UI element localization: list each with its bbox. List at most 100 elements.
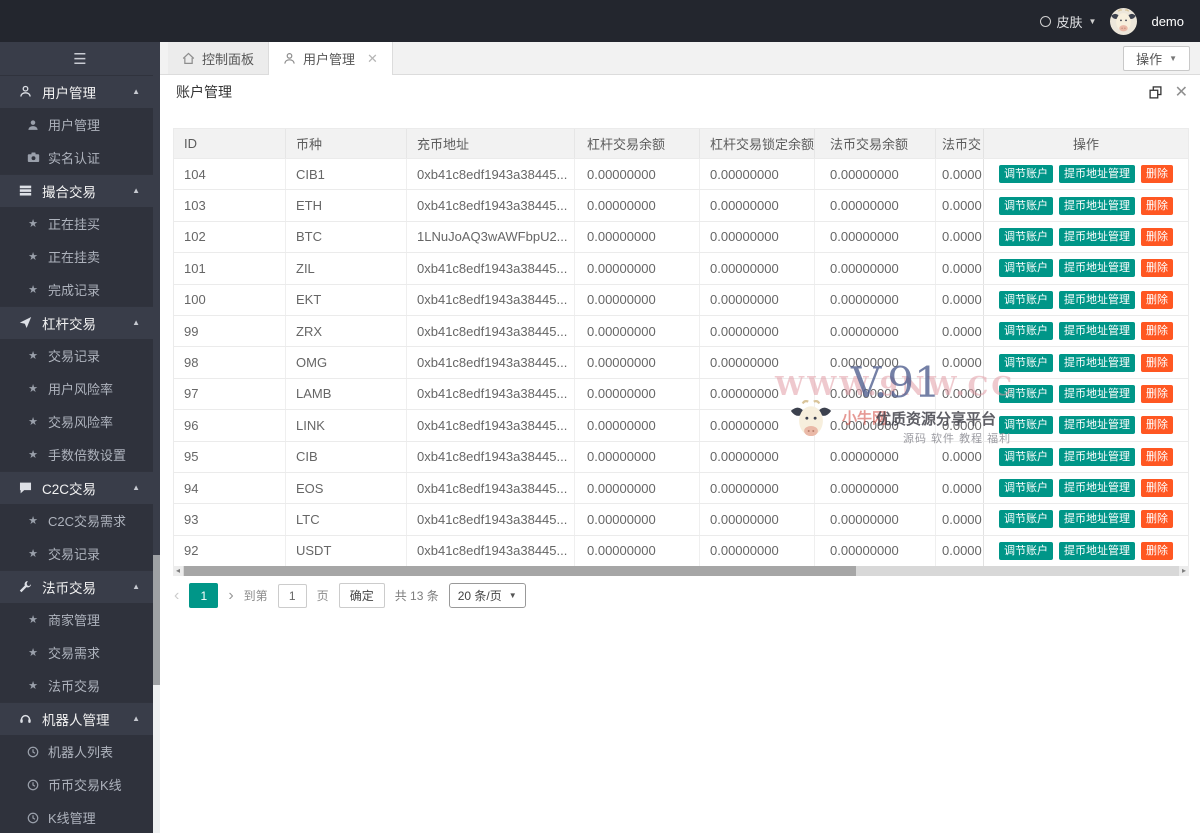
page-size-select[interactable]: 20 条/页 ▼ [448, 583, 526, 608]
withdraw-address-button[interactable]: 提币地址管理 [1059, 290, 1135, 309]
horizontal-scrollbar[interactable]: ◂ ▸ [173, 566, 1189, 576]
confirm-button[interactable]: 确定 [338, 583, 385, 608]
close-panel-icon[interactable]: ✕ [1174, 84, 1188, 101]
delete-button[interactable]: 删除 [1141, 322, 1173, 341]
withdraw-address-button[interactable]: 提币地址管理 [1059, 510, 1135, 529]
sidebar-item-label: 用户管理 [48, 118, 101, 133]
sidebar-item[interactable]: ★ 完成记录 [0, 273, 153, 306]
table-cell: ZRX [285, 315, 406, 347]
tab-用户管理[interactable]: 用户管理 ✕ [269, 42, 393, 75]
adjust-account-button[interactable]: 调节账户 [999, 416, 1053, 435]
adjust-account-button[interactable]: 调节账户 [999, 447, 1053, 466]
delete-button[interactable]: 删除 [1141, 196, 1173, 215]
page-input[interactable] [277, 583, 307, 608]
table-cell: 0.00000000 [574, 253, 699, 284]
sidebar-item[interactable]: ★ 交易需求 [0, 636, 153, 669]
adjust-account-button[interactable]: 调节账户 [999, 541, 1053, 560]
delete-button[interactable]: 删除 [1141, 541, 1173, 560]
table-cell: 0.00000000 [814, 253, 935, 284]
sidebar-scrollbar-thumb[interactable] [153, 555, 160, 685]
withdraw-address-button[interactable]: 提币地址管理 [1059, 541, 1135, 560]
sidebar-item[interactable]: 币币交易K线 [0, 768, 153, 801]
delete-button[interactable]: 删除 [1141, 353, 1173, 372]
avatar[interactable] [1110, 7, 1138, 35]
withdraw-address-button[interactable]: 提币地址管理 [1059, 259, 1135, 278]
delete-button[interactable]: 删除 [1141, 290, 1173, 309]
sidebar-item-label: K线管理 [48, 811, 96, 826]
withdraw-address-button[interactable]: 提币地址管理 [1059, 227, 1135, 246]
column-header: 杠杆交易余额 [574, 129, 699, 158]
delete-button[interactable]: 删除 [1141, 165, 1173, 184]
adjust-account-button[interactable]: 调节账户 [999, 165, 1053, 184]
adjust-account-button[interactable]: 调节账户 [999, 322, 1053, 341]
scroll-right-arrow[interactable]: ▸ [1179, 566, 1189, 576]
withdraw-address-button[interactable]: 提币地址管理 [1059, 165, 1135, 184]
tabuser-icon [283, 52, 296, 65]
sidebar-item[interactable]: K线管理 [0, 801, 153, 833]
withdraw-address-button[interactable]: 提币地址管理 [1059, 447, 1135, 466]
sidebar-section[interactable]: 杠杆交易 ▲ [0, 306, 153, 339]
sidebar-section[interactable]: C2C交易 ▲ [0, 471, 153, 504]
action-dropdown-button[interactable]: 操作 ▼ [1123, 46, 1190, 71]
adjust-account-button[interactable]: 调节账户 [999, 353, 1053, 372]
withdraw-address-button[interactable]: 提币地址管理 [1059, 384, 1135, 403]
tab-控制面板[interactable]: 控制面板 [168, 42, 270, 74]
withdraw-address-button[interactable]: 提币地址管理 [1059, 196, 1135, 215]
delete-button[interactable]: 删除 [1141, 479, 1173, 498]
sidebar-item[interactable]: ★ 商家管理 [0, 603, 153, 636]
sidebar-item[interactable]: ★ 交易风险率 [0, 405, 153, 438]
prev-page-button[interactable]: ‹ [174, 586, 180, 604]
adjust-account-button[interactable]: 调节账户 [999, 384, 1053, 403]
adjust-account-button[interactable]: 调节账户 [999, 196, 1053, 215]
column-header: 币种 [285, 129, 406, 158]
adjust-account-button[interactable]: 调节账户 [999, 259, 1053, 278]
withdraw-address-button[interactable]: 提币地址管理 [1059, 322, 1135, 341]
withdraw-address-button[interactable]: 提币地址管理 [1059, 353, 1135, 372]
sidebar-section[interactable]: 机器人管理 ▲ [0, 702, 153, 735]
table-cell: 0.0000 [935, 347, 983, 378]
sidebar-item[interactable]: 用户管理 [0, 108, 153, 141]
sidebar-scrollbar-track[interactable] [153, 555, 160, 833]
adjust-account-button[interactable]: 调节账户 [999, 227, 1053, 246]
sidebar-section[interactable]: 法币交易 ▲ [0, 570, 153, 603]
sidebar-item[interactable]: ★ 交易记录 [0, 537, 153, 570]
close-tab-icon[interactable]: ✕ [367, 50, 378, 66]
skin-switcher[interactable]: 皮肤 ▼ [1039, 12, 1096, 31]
table-cell: 0.00000000 [699, 190, 814, 221]
restore-window-icon[interactable] [1149, 85, 1162, 99]
scroll-thumb[interactable] [184, 566, 856, 576]
scroll-left-arrow[interactable]: ◂ [173, 566, 183, 576]
delete-button[interactable]: 删除 [1141, 510, 1173, 529]
sidebar-section[interactable]: 用户管理 ▲ [0, 75, 153, 108]
sidebar-item[interactable]: ★ 法币交易 [0, 669, 153, 702]
table-cell: CIB1 [285, 159, 406, 190]
sidebar-item[interactable]: ★ 用户风险率 [0, 372, 153, 405]
sidebar-item[interactable]: ★ 正在挂卖 [0, 240, 153, 273]
current-page-button[interactable]: 1 [189, 583, 219, 608]
adjust-account-button[interactable]: 调节账户 [999, 510, 1053, 529]
menu-toggle-icon[interactable]: ☰ [73, 50, 87, 68]
next-page-button[interactable]: › [228, 586, 234, 604]
delete-button[interactable]: 删除 [1141, 447, 1173, 466]
sidebar-item[interactable]: ★ 交易记录 [0, 339, 153, 372]
sidebar-item[interactable]: 机器人列表 [0, 735, 153, 768]
delete-button[interactable]: 删除 [1141, 384, 1173, 403]
sidebar-item-label: 交易风险率 [48, 415, 114, 430]
sidebar-item[interactable]: ★ 手数倍数设置 [0, 438, 153, 471]
withdraw-address-button[interactable]: 提币地址管理 [1059, 416, 1135, 435]
sidebar-item[interactable]: ★ 正在挂买 [0, 207, 153, 240]
table-header-row: ID 币种 充币地址 杠杆交易余额 杠杆交易锁定余额 法币交易余额 法币交 操作 [174, 129, 1188, 158]
sidebar-section[interactable]: 撮合交易 ▲ [0, 174, 153, 207]
delete-button[interactable]: 删除 [1141, 259, 1173, 278]
table-row: 97 LAMB 0xb41c8edf1943a38445... 0.00000000 0… [174, 377, 1188, 410]
sidebar-item[interactable]: ★ C2C交易需求 [0, 504, 153, 537]
adjust-account-button[interactable]: 调节账户 [999, 290, 1053, 309]
table-cell: 0.00000000 [814, 472, 935, 504]
sidebar-item-label: 交易记录 [48, 349, 101, 364]
withdraw-address-button[interactable]: 提币地址管理 [1059, 479, 1135, 498]
delete-button[interactable]: 删除 [1141, 416, 1173, 435]
adjust-account-button[interactable]: 调节账户 [999, 479, 1053, 498]
pagination: ‹ 1 › 到第 页 确定 共 13 条 20 条/页 ▼ [174, 583, 526, 608]
sidebar-item[interactable]: 实名认证 [0, 141, 153, 174]
delete-button[interactable]: 删除 [1141, 227, 1173, 246]
